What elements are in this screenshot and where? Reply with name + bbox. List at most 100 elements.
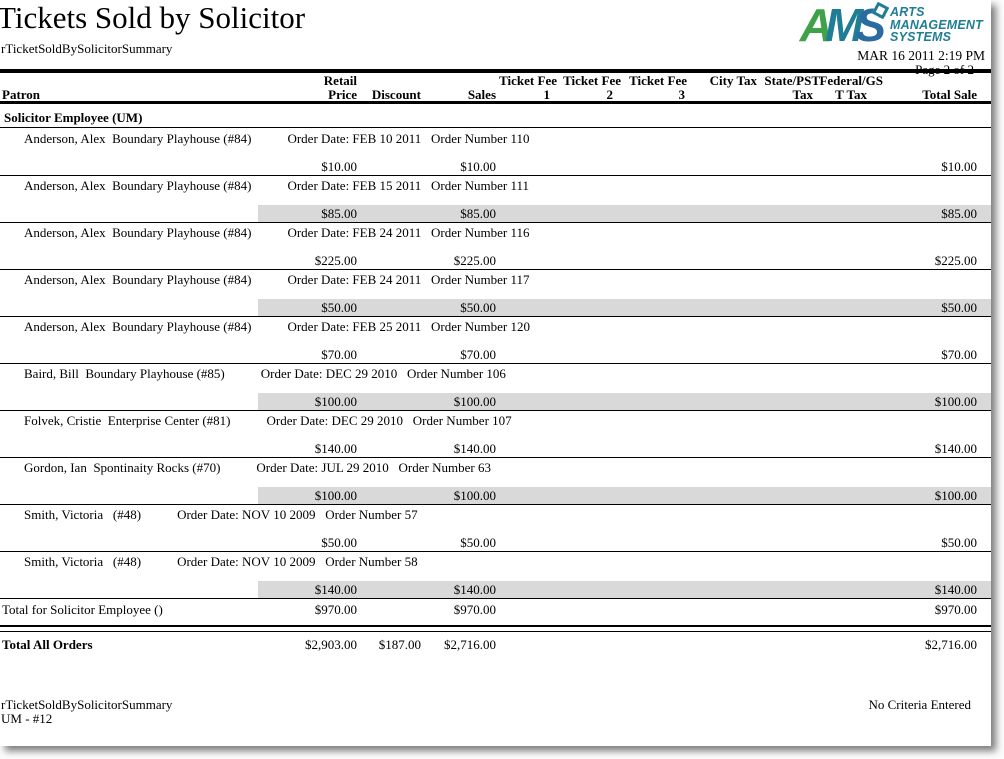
report-subtitle: rTicketSoldBySolicitorSummary xyxy=(1,41,173,56)
total-sale-amount: $70.00 xyxy=(941,347,977,362)
total-sale-amount: $50.00 xyxy=(941,535,977,550)
order-row-header: Anderson, Alex Boundary Playhouse (#84) O… xyxy=(24,319,530,335)
retail-price-amount: $100.00 xyxy=(314,488,357,503)
col-state-line1: State/PST xyxy=(764,73,820,88)
group-total-sale: $970.00 xyxy=(934,602,977,617)
order-amounts: $140.00 $140.00 $140.00 xyxy=(0,440,991,457)
top-rule xyxy=(0,69,991,73)
order-row-header: Folvek, Cristie Enterprise Center (#81) O… xyxy=(24,413,512,429)
order-row: Anderson, Alex Boundary Playhouse (#84) O… xyxy=(0,223,991,270)
logo-letter-a: A xyxy=(799,0,833,51)
order-row: Anderson, Alex Boundary Playhouse (#84) O… xyxy=(0,270,991,317)
retail-price-amount: $70.00 xyxy=(321,347,357,362)
col-state-line2: Tax xyxy=(792,87,813,102)
group-total-label: Total for Solicitor Employee () xyxy=(2,602,163,617)
order-row: Smith, Victoria (#48) Order Date: NOV 10 … xyxy=(0,552,991,599)
col-patron: Patron xyxy=(2,87,41,102)
ams-logo-text: ARTS MANAGEMENT SYSTEMS xyxy=(890,3,983,44)
order-row-header: Smith, Victoria (#48) Order Date: NOV 10 … xyxy=(24,554,418,570)
patron-name: Gordon, Ian Spontinaity Rocks (#70) xyxy=(24,460,221,475)
col-retail-line2: Price xyxy=(328,87,357,102)
order-amounts: $225.00 $225.00 $225.00 xyxy=(0,252,991,269)
report-title: Tickets Sold by Solicitor xyxy=(0,0,306,35)
order-info: Order Date: FEB 15 2011 Order Number 111 xyxy=(287,178,529,193)
patron-name: Anderson, Alex Boundary Playhouse (#84) xyxy=(24,178,252,193)
order-row: Anderson, Alex Boundary Playhouse (#84) O… xyxy=(0,317,991,364)
sales-amount: $10.00 xyxy=(460,159,496,174)
col-fee3-line2: 3 xyxy=(678,87,686,102)
patron-name: Folvek, Cristie Enterprise Center (#81) xyxy=(24,413,231,428)
order-row: Anderson, Alex Boundary Playhouse (#84) O… xyxy=(0,129,991,176)
order-info: Order Date: NOV 10 2009 Order Number 58 xyxy=(177,554,418,569)
retail-price-amount: $100.00 xyxy=(314,394,357,409)
order-row-header: Gordon, Ian Spontinaity Rocks (#70) Order… xyxy=(24,460,491,476)
patron-name: Anderson, Alex Boundary Playhouse (#84) xyxy=(24,225,252,240)
retail-price-amount: $140.00 xyxy=(314,441,357,456)
sales-amount: $225.00 xyxy=(453,253,496,268)
col-retail-line1: Retail xyxy=(323,73,357,88)
sales-amount: $50.00 xyxy=(460,535,496,550)
order-amounts: $140.00 $140.00 $140.00 xyxy=(0,581,991,598)
order-info: Order Date: FEB 24 2011 Order Number 117 xyxy=(287,272,530,287)
order-row-header: Anderson, Alex Boundary Playhouse (#84) O… xyxy=(24,131,529,147)
col-city-tax: City Tax xyxy=(709,73,757,88)
total-sale-amount: $85.00 xyxy=(941,206,977,221)
sales-amount: $50.00 xyxy=(460,300,496,315)
order-info: Order Date: NOV 10 2009 Order Number 57 xyxy=(177,507,418,522)
grand-total-row: Total All Orders $2,903.00 $187.00 $2,71… xyxy=(0,635,991,657)
sales-amount: $140.00 xyxy=(453,582,496,597)
footer-criteria: No Criteria Entered xyxy=(868,697,971,712)
sales-amount: $100.00 xyxy=(453,488,496,503)
order-amounts: $70.00 $70.00 $70.00 xyxy=(0,346,991,363)
retail-price-amount: $50.00 xyxy=(321,535,357,550)
logo-line-management: MANAGEMENT xyxy=(890,17,983,32)
total-sale-amount: $50.00 xyxy=(941,300,977,315)
retail-price-amount: $10.00 xyxy=(321,159,357,174)
sales-amount: $70.00 xyxy=(460,347,496,362)
group-header-solicitor: Solicitor Employee (UM) xyxy=(0,106,991,128)
patron-name: Baird, Bill Boundary Playhouse (#85) xyxy=(24,366,225,381)
order-amounts: $50.00 $50.00 $50.00 xyxy=(0,534,991,551)
patron-name: Smith, Victoria (#48) xyxy=(24,507,142,522)
grand-total-sale: $2,716.00 xyxy=(925,637,977,652)
col-fee2-line2: 2 xyxy=(606,87,614,102)
order-amounts: $10.00 $10.00 $10.00 xyxy=(0,158,991,175)
order-amounts: $50.00 $50.00 $50.00 xyxy=(0,299,991,316)
sales-amount: $140.00 xyxy=(453,441,496,456)
sales-amount: $100.00 xyxy=(453,394,496,409)
grand-total-label: Total All Orders xyxy=(2,637,93,652)
order-amounts: $100.00 $100.00 $100.00 xyxy=(0,393,991,410)
group-total-sales: $970.00 xyxy=(453,602,496,617)
logo-line-arts: ARTS xyxy=(890,5,925,19)
grand-total-retail: $2,903.00 xyxy=(305,637,357,652)
order-row: Baird, Bill Boundary Playhouse (#85) Orde… xyxy=(0,364,991,411)
order-row: Folvek, Cristie Enterprise Center (#81) O… xyxy=(0,411,991,458)
group-total-retail: $970.00 xyxy=(314,602,357,617)
order-info: Order Date: FEB 25 2011 Order Number 120 xyxy=(287,319,530,334)
ams-logo-letters: AMS xyxy=(800,1,890,48)
order-info: Order Date: DEC 29 2010 Order Number 107 xyxy=(266,413,512,428)
report-datetime: MAR 16 2011 2:19 PM xyxy=(857,48,985,63)
order-row: Gordon, Ian Spontinaity Rocks (#70) Order… xyxy=(0,458,991,505)
order-row-header: Baird, Bill Boundary Playhouse (#85) Orde… xyxy=(24,366,506,382)
footer-report-name: rTicketSoldBySolicitorSummary xyxy=(1,697,173,712)
order-amounts: $85.00 $85.00 $85.00 xyxy=(0,205,991,222)
col-discount: Discount xyxy=(371,87,421,102)
order-row-header: Smith, Victoria (#48) Order Date: NOV 10 … xyxy=(24,507,418,523)
retail-price-amount: $85.00 xyxy=(321,206,357,221)
col-fee3-line1: Ticket Fee xyxy=(629,73,687,88)
patron-name: Anderson, Alex Boundary Playhouse (#84) xyxy=(24,272,252,287)
grand-total-rule xyxy=(0,625,991,632)
logo-letter-m: M xyxy=(825,0,863,51)
retail-price-amount: $140.00 xyxy=(314,582,357,597)
col-federal-line1: Federal/GS xyxy=(819,73,883,88)
retail-price-amount: $225.00 xyxy=(314,253,357,268)
total-sale-amount: $10.00 xyxy=(941,159,977,174)
header-rule xyxy=(0,101,991,104)
patron-name: Anderson, Alex Boundary Playhouse (#84) xyxy=(24,319,252,334)
order-records: Anderson, Alex Boundary Playhouse (#84) O… xyxy=(0,129,991,599)
total-sale-amount: $140.00 xyxy=(934,582,977,597)
report-page: Tickets Sold by Solicitor rTicketSoldByS… xyxy=(0,0,991,726)
patron-name: Anderson, Alex Boundary Playhouse (#84) xyxy=(24,131,252,146)
order-row-header: Anderson, Alex Boundary Playhouse (#84) O… xyxy=(24,178,529,194)
